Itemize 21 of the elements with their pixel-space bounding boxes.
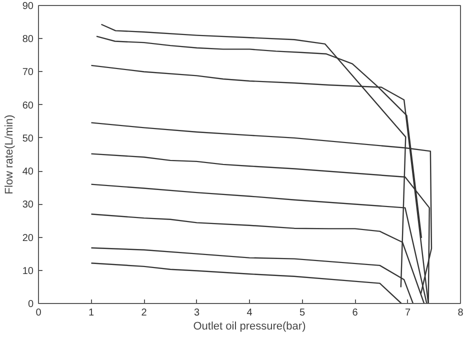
y-tick-label: 20 [22,232,34,244]
y-tick-label: 30 [22,200,34,211]
y-tick-label: 40 [22,166,34,178]
y-tick-label: 90 [22,1,34,12]
y-tick-label: 50 [22,133,34,144]
y-tick-label: 60 [22,100,34,112]
x-tick-label: 4 [246,308,253,318]
x-tick-label: 1 [88,308,94,318]
x-tick-label: 3 [194,308,200,318]
x-tick-label: 6 [352,308,358,318]
y-tick-label: 70 [22,67,34,78]
y-tick-label: 80 [22,34,34,46]
x-tick-label: 2 [141,308,148,318]
y-axis-title: Flow rate(L/min) [3,114,16,194]
x-tick-label: 0 [36,308,42,318]
x-tick-label: 5 [299,308,306,318]
y-tick-label: 0 [28,299,34,310]
y-tick-label: 10 [22,266,34,277]
x-tick-label: 7 [404,308,411,318]
x-tick-label: 8 [458,308,464,318]
x-axis-title: Outlet oil pressure(bar) [193,320,306,332]
